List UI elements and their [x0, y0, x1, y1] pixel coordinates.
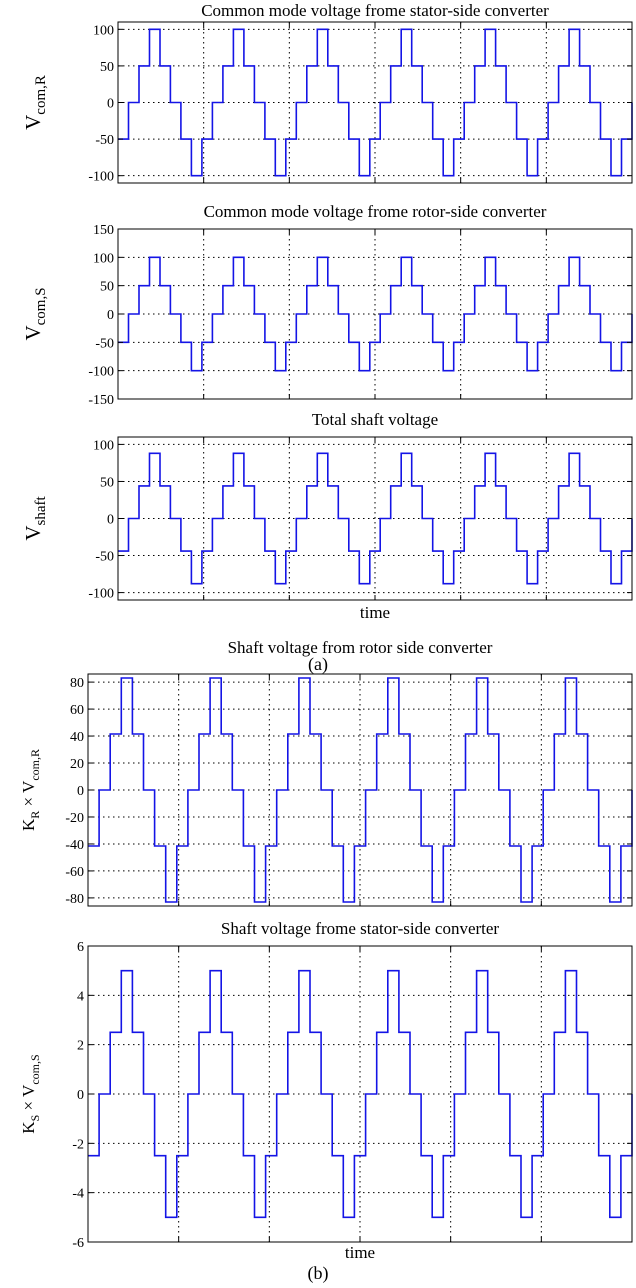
y-tick-label: -50 [95, 550, 114, 565]
y-tick-label: 0 [107, 97, 114, 112]
y-tick-label: 50 [100, 475, 114, 490]
y-axis-label: Vshaft [21, 496, 49, 541]
y-tick-label: 80 [70, 676, 84, 691]
waveform-series [88, 677, 633, 903]
y-tick-label: 100 [93, 438, 114, 453]
caption-a: (a) [308, 654, 328, 675]
y-tick-label: 0 [107, 513, 114, 528]
y-tick-label: -100 [88, 587, 114, 602]
y-tick-label: 6 [77, 940, 84, 955]
y-axis-label: KR × Vcom,R [19, 749, 42, 831]
x-axis-label: time [360, 603, 390, 622]
y-axis-label: Vcom,S [21, 287, 49, 340]
y-tick-label: 20 [70, 757, 84, 772]
y-tick-label: 40 [70, 730, 84, 745]
y-tick-label: 2 [77, 1039, 84, 1054]
y-tick-label: -150 [88, 393, 114, 408]
y-tick-label: 4 [77, 989, 84, 1004]
waveform-series [118, 28, 633, 177]
y-tick-label: -80 [65, 892, 84, 907]
y-tick-label: 50 [100, 280, 114, 295]
caption-b: (b) [308, 1263, 329, 1284]
y-tick-label: 150 [93, 223, 114, 238]
y-tick-label: -100 [88, 365, 114, 380]
plot-panel-1: Common mode voltage frome stator-side co… [21, 1, 633, 185]
waveform-series [88, 969, 633, 1219]
y-tick-label: -6 [72, 1236, 84, 1251]
y-tick-label: -50 [95, 133, 114, 148]
y-tick-label: -60 [65, 865, 84, 880]
y-tick-label: 100 [93, 251, 114, 266]
plot-title: Common mode voltage frome rotor-side con… [204, 202, 547, 221]
plot-panel-2: Common mode voltage frome rotor-side con… [21, 202, 633, 408]
plot-panel-5: Shaft voltage frome stator-side converte… [19, 919, 633, 1262]
waveform-series [118, 452, 633, 585]
plot-panel-3: Total shaft voltage -100 -50 0 50 100 Vshaft ti… [21, 410, 633, 622]
plot-title: Shaft voltage from rotor side converter [228, 638, 493, 657]
x-axis-label: time [345, 1243, 375, 1262]
plot-title: Total shaft voltage [312, 410, 438, 429]
y-axis-label: KS × Vcom,S [19, 1054, 42, 1133]
plot-title: Common mode voltage frome stator-side co… [201, 1, 549, 20]
waveform-series [118, 256, 633, 372]
y-axis-label: Vcom,R [21, 75, 49, 130]
y-tick-label: -40 [65, 838, 84, 853]
y-tick-label: 0 [77, 784, 84, 799]
y-tick-label: 50 [100, 60, 114, 75]
y-tick-label: -100 [88, 170, 114, 185]
y-tick-label: 100 [93, 23, 114, 38]
y-tick-label: -20 [65, 811, 84, 826]
y-tick-label: -4 [72, 1187, 84, 1202]
y-tick-label: -2 [72, 1137, 84, 1152]
y-tick-label: 0 [107, 308, 114, 323]
y-tick-label: 0 [77, 1088, 84, 1103]
plot-panel-4: Shaft voltage from rotor side converter -… [19, 638, 633, 907]
plot-title: Shaft voltage frome stator-side converte… [221, 919, 500, 938]
y-tick-label: 60 [70, 703, 84, 718]
y-tick-label: -50 [95, 336, 114, 351]
